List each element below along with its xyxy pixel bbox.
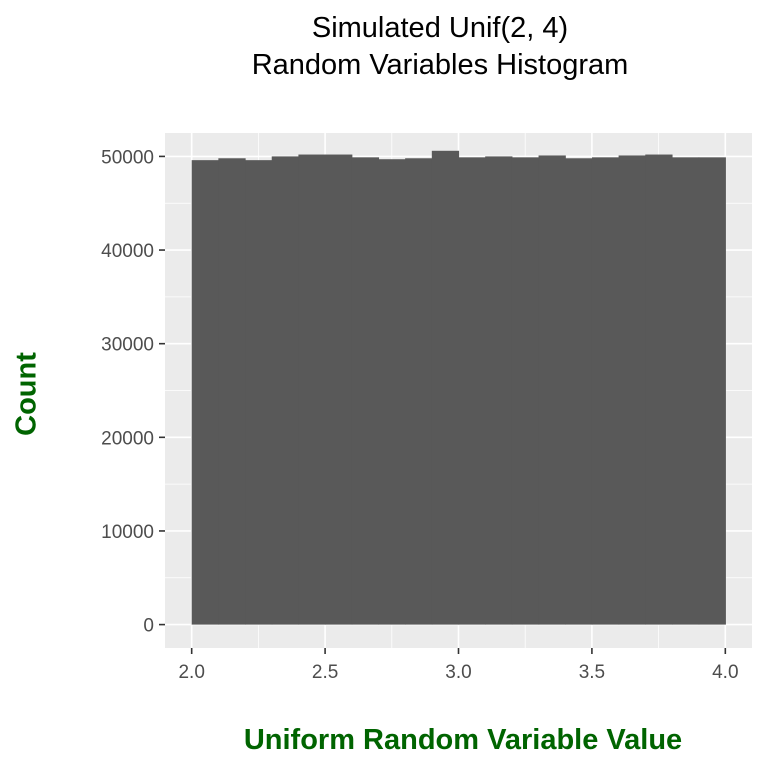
chart-title: Simulated Unif(2, 4)	[311, 12, 569, 44]
x-tick-label: 3.0	[445, 662, 471, 683]
chart-subtitle: Random Variables Histogram	[251, 49, 629, 81]
y-tick-label: 40000	[101, 241, 154, 262]
histogram-bar	[485, 156, 513, 625]
histogram-bar	[298, 154, 326, 625]
histogram-bar	[538, 155, 566, 625]
histogram-bar	[431, 150, 460, 625]
x-axis-label: Uniform Random Variable Value	[243, 724, 683, 756]
histogram-bar	[351, 157, 380, 625]
histogram-bar	[191, 160, 219, 625]
y-axis: 0 10000 20000 30000 40000 50000	[101, 147, 165, 637]
histogram-bar	[458, 157, 486, 625]
histogram-bar	[245, 160, 273, 625]
histogram-bars	[191, 150, 726, 625]
y-tick-label: 20000	[101, 428, 154, 449]
y-tick-label: 0	[143, 616, 154, 637]
histogram-bar	[325, 154, 353, 625]
histogram-bar	[671, 157, 700, 625]
y-tick-label: 10000	[101, 522, 154, 543]
histogram-bar	[218, 158, 246, 625]
x-tick-label: 4.0	[712, 662, 738, 683]
x-axis: 2.0 2.5 3.0 3.5 4.0	[178, 648, 739, 683]
histogram-bar	[511, 157, 540, 625]
histogram-bar	[405, 158, 433, 625]
y-tick-label: 30000	[101, 335, 154, 356]
x-tick-label: 2.0	[178, 662, 204, 683]
x-tick-label: 2.5	[312, 662, 338, 683]
y-tick-label: 50000	[101, 147, 154, 168]
histogram-bar	[698, 157, 726, 625]
x-tick-label: 3.5	[579, 662, 605, 683]
histogram-bar	[378, 159, 406, 625]
histogram-bar	[271, 156, 300, 625]
histogram-bar	[645, 154, 673, 625]
histogram-bar	[565, 158, 593, 625]
histogram-bar	[618, 155, 646, 625]
histogram-bar	[591, 157, 620, 625]
y-axis-label: Count	[10, 352, 43, 436]
